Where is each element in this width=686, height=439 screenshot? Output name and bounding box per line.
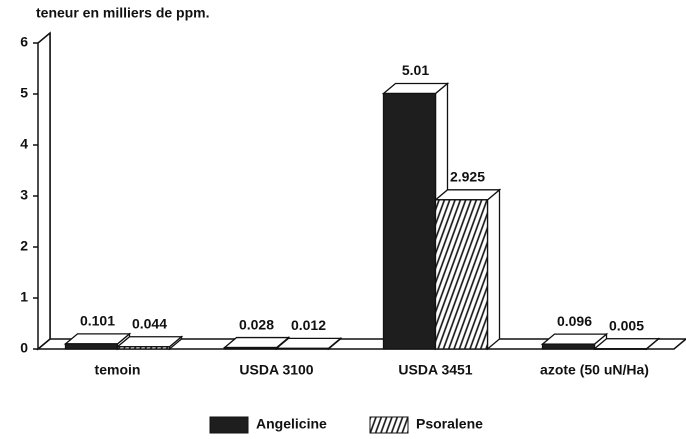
bar-top bbox=[592, 338, 661, 350]
y-axis-wall bbox=[37, 31, 51, 351]
bar bbox=[64, 343, 119, 350]
chart-title: teneur en milliers de ppm. bbox=[36, 5, 210, 21]
data-label: 0.096 bbox=[557, 313, 592, 329]
data-label: 0.028 bbox=[239, 316, 274, 332]
bar-top bbox=[381, 82, 450, 95]
bar-top bbox=[540, 333, 609, 345]
y-tick-label: 2 bbox=[20, 238, 28, 254]
bar-top bbox=[63, 333, 132, 345]
y-tick-label: 5 bbox=[20, 85, 28, 101]
data-label: 0.044 bbox=[132, 315, 167, 331]
bar bbox=[434, 199, 489, 350]
data-label: 0.101 bbox=[80, 313, 115, 329]
legend-swatch bbox=[369, 416, 409, 434]
x-tick-label: USDA 3100 bbox=[239, 362, 313, 378]
bar bbox=[593, 348, 648, 350]
legend-label: Psoralene bbox=[416, 416, 483, 432]
x-tick-label: USDA 3451 bbox=[398, 362, 472, 378]
data-label: 0.012 bbox=[291, 317, 326, 333]
bar-top bbox=[433, 189, 502, 201]
bar-top bbox=[274, 337, 343, 350]
y-tick-label: 0 bbox=[20, 340, 28, 356]
x-tick-label: azote (50 uN/Ha) bbox=[540, 362, 649, 378]
bar bbox=[541, 343, 596, 350]
bar bbox=[223, 346, 278, 350]
x-tick-label: temoin bbox=[95, 362, 141, 378]
bar bbox=[116, 346, 171, 350]
data-label: 2.925 bbox=[450, 169, 485, 185]
y-tick-label: 3 bbox=[20, 187, 28, 203]
y-tick-label: 6 bbox=[20, 34, 28, 50]
legend-swatch bbox=[209, 416, 249, 434]
legend-label: Angelicine bbox=[256, 416, 327, 432]
bar bbox=[275, 347, 330, 350]
y-tick-label: 1 bbox=[20, 289, 28, 305]
data-label: 5.01 bbox=[402, 62, 429, 78]
bar-top bbox=[115, 336, 184, 348]
data-label: 0.005 bbox=[609, 317, 644, 333]
bar bbox=[382, 92, 437, 350]
y-tick-label: 4 bbox=[20, 136, 28, 152]
bar-side bbox=[486, 188, 501, 351]
